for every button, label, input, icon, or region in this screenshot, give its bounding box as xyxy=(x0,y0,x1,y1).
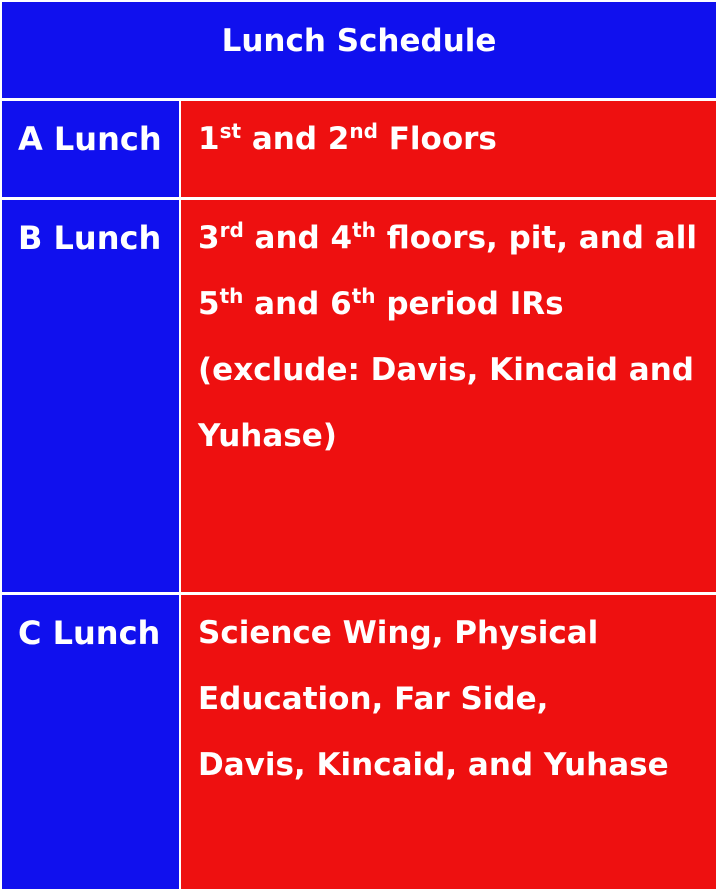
row-detail-b-lunch: 3rd and 4th floors, pit, and all 5th and… xyxy=(181,200,716,592)
row-detail-a-lunch: 1st and 2nd Floors xyxy=(181,101,716,197)
detail-line: Science Wing, Physical xyxy=(198,615,599,651)
detail-line: 1st and 2nd Floors xyxy=(198,119,497,157)
detail-line: Yuhase) xyxy=(198,418,337,454)
schedule-title-text: Lunch Schedule xyxy=(221,23,497,59)
detail-line: Education, Far Side, xyxy=(198,681,549,717)
row-label-a-lunch: A Lunch xyxy=(2,101,179,197)
row-detail-c-lunch: Science Wing, Physical Education, Far Si… xyxy=(181,595,716,889)
detail-line: Davis, Kincaid, and Yuhase xyxy=(198,747,669,783)
schedule-title: Lunch Schedule xyxy=(2,2,716,98)
detail-line: 3rd and 4th floors, pit, and all xyxy=(198,218,697,256)
row-label-c-lunch: C Lunch xyxy=(2,595,179,889)
row-label-b-lunch: B Lunch xyxy=(2,200,179,592)
detail-line: 5th and 6th period IRs xyxy=(198,284,564,322)
detail-line: (exclude: Davis, Kincaid and xyxy=(198,352,694,388)
